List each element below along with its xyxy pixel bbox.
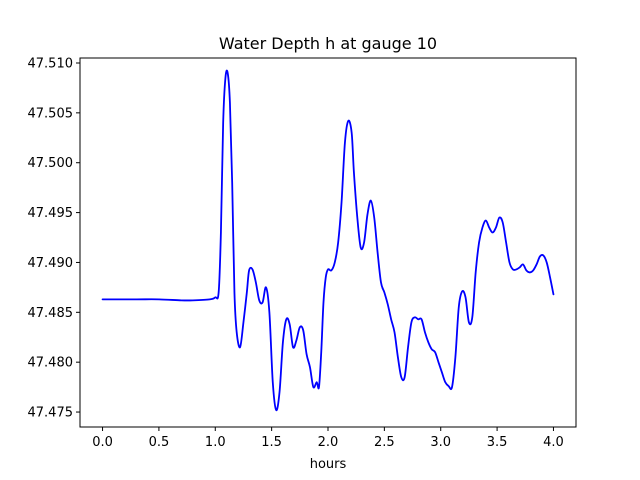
x-tick-label: 2.0 xyxy=(318,435,339,450)
plot-frame xyxy=(79,57,577,428)
y-tick-label: 47.480 xyxy=(28,356,74,371)
x-tick-label: 3.5 xyxy=(487,435,508,450)
x-tick-label: 3.0 xyxy=(430,435,451,450)
x-tick-label: 1.0 xyxy=(205,435,226,450)
y-tick-label: 47.485 xyxy=(28,306,74,321)
y-axis: 47.475 47.480 47.485 47.490 47.495 47.500 47.5… xyxy=(28,56,80,421)
chart-title: Water Depth h at gauge 10 xyxy=(219,34,437,53)
x-tick-label: 2.5 xyxy=(374,435,395,450)
x-axis-label: hours xyxy=(310,457,347,472)
x-tick-label: 0.0 xyxy=(92,435,113,450)
series-line xyxy=(101,69,555,412)
y-tick-label: 47.505 xyxy=(28,106,74,121)
y-tick-label: 47.490 xyxy=(28,256,74,271)
x-tick-label: 1.5 xyxy=(261,435,282,450)
x-axis: 0.0 0.5 1.0 1.5 2.0 2.5 3.0 3.5 4.0 xyxy=(92,427,564,450)
x-tick-label: 0.5 xyxy=(149,435,170,450)
y-tick-label: 47.495 xyxy=(28,206,74,221)
y-tick-label: 47.510 xyxy=(28,56,74,71)
y-tick-label: 47.475 xyxy=(28,406,74,421)
x-tick-label: 4.0 xyxy=(543,435,564,450)
y-tick-label: 47.500 xyxy=(28,156,74,171)
